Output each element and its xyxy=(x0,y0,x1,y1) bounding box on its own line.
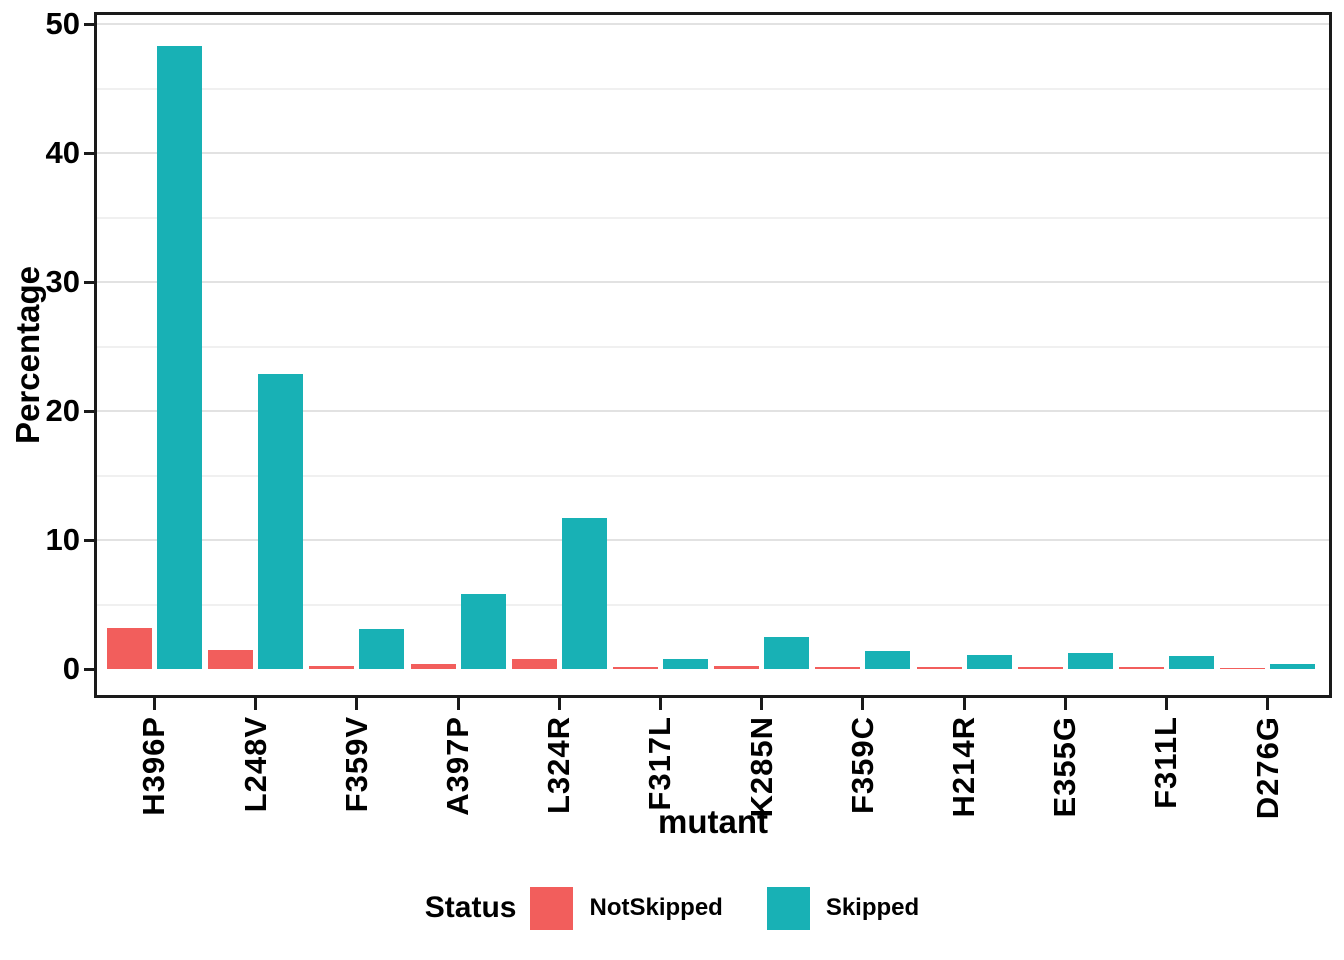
bar-skipped-f359v xyxy=(359,629,405,669)
bar-notskipped-l248v xyxy=(208,649,254,669)
bar-notskipped-e355g xyxy=(1017,667,1063,669)
plot-panel xyxy=(94,12,1332,698)
x-tick-label-f311l: F311L xyxy=(1148,716,1184,809)
gridline-major xyxy=(97,410,1329,412)
gridline-major xyxy=(97,23,1329,25)
y-tick-mark xyxy=(84,280,94,284)
gridline-minor xyxy=(97,87,1329,90)
legend-label-notskipped: NotSkipped xyxy=(589,894,723,921)
legend-label-skipped: Skipped xyxy=(825,894,920,921)
y-tick-label: 20 xyxy=(45,393,80,428)
bar-notskipped-f359v xyxy=(309,665,355,669)
x-tick-label-h396p: H396P xyxy=(136,716,172,816)
y-tick-mark xyxy=(84,409,94,413)
y-tick-mark xyxy=(84,538,94,542)
bar-notskipped-a397p xyxy=(410,663,456,669)
gridline-major xyxy=(97,281,1329,283)
x-axis-title: mutant xyxy=(658,803,768,840)
bar-skipped-k285n xyxy=(764,637,810,669)
x-tick-label-l248v: L248V xyxy=(237,716,273,813)
bar-skipped-f359c xyxy=(865,650,911,669)
gridline-minor xyxy=(97,345,1329,348)
y-tick-mark xyxy=(84,22,94,26)
x-tick-label-f359c: F359C xyxy=(844,716,880,815)
bar-notskipped-f359c xyxy=(815,667,861,669)
bar-skipped-f311l xyxy=(1168,656,1214,669)
gridline-minor xyxy=(97,216,1329,219)
bar-notskipped-f311l xyxy=(1118,667,1164,669)
x-tick-mark xyxy=(456,698,460,710)
gridline-minor xyxy=(97,474,1329,477)
legend: Status NotSkipped Skipped xyxy=(0,880,1344,936)
x-tick-mark xyxy=(355,698,359,710)
legend-swatch-skipped xyxy=(766,886,810,930)
y-tick-mark xyxy=(84,151,94,155)
plot-area xyxy=(97,15,1329,695)
x-tick-mark xyxy=(1164,698,1168,710)
y-tick-label: 0 xyxy=(62,651,80,686)
legend-title: Status xyxy=(424,891,517,924)
gridline-major xyxy=(97,539,1329,541)
bar-skipped-l324r xyxy=(561,518,607,669)
x-tick-label-f317l: F317L xyxy=(642,716,678,811)
bar-skipped-e355g xyxy=(1067,652,1113,669)
bar-notskipped-f317l xyxy=(612,667,658,669)
bar-skipped-h396p xyxy=(156,45,202,669)
bar-skipped-h214r xyxy=(966,655,1012,669)
x-tick-mark xyxy=(152,698,156,710)
bar-skipped-l248v xyxy=(258,373,304,669)
x-tick-mark xyxy=(1266,698,1270,710)
x-tick-mark xyxy=(1063,698,1067,710)
y-tick-label: 40 xyxy=(45,135,80,170)
x-tick-label-l324r: L324R xyxy=(541,716,577,815)
gridline-minor xyxy=(97,603,1329,606)
bar-notskipped-l324r xyxy=(511,659,557,669)
y-axis-title: Percentage xyxy=(9,266,46,444)
y-tick-label: 30 xyxy=(45,264,80,299)
y-tick-mark xyxy=(84,667,94,671)
bar-skipped-a397p xyxy=(460,594,506,669)
x-tick-mark xyxy=(962,698,966,710)
x-tick-mark xyxy=(557,698,561,710)
bar-notskipped-d276g xyxy=(1220,668,1266,669)
y-tick-label: 10 xyxy=(45,522,80,557)
bar-notskipped-k285n xyxy=(714,666,760,669)
legend-swatch-notskipped xyxy=(530,886,574,930)
bar-notskipped-h214r xyxy=(916,667,962,669)
y-axis-title-box: Percentage xyxy=(6,12,50,698)
x-tick-mark xyxy=(760,698,764,710)
x-tick-mark xyxy=(254,698,258,710)
gridline-major xyxy=(97,152,1329,154)
x-tick-mark xyxy=(861,698,865,710)
x-tick-label-a397p: A397P xyxy=(440,716,475,816)
bar-skipped-d276g xyxy=(1270,663,1316,669)
x-tick-label-f359v: F359V xyxy=(338,716,374,813)
y-tick-label: 50 xyxy=(45,6,80,41)
x-tick-mark xyxy=(658,698,662,710)
bar-skipped-f317l xyxy=(662,658,708,669)
bar-notskipped-h396p xyxy=(106,627,152,669)
